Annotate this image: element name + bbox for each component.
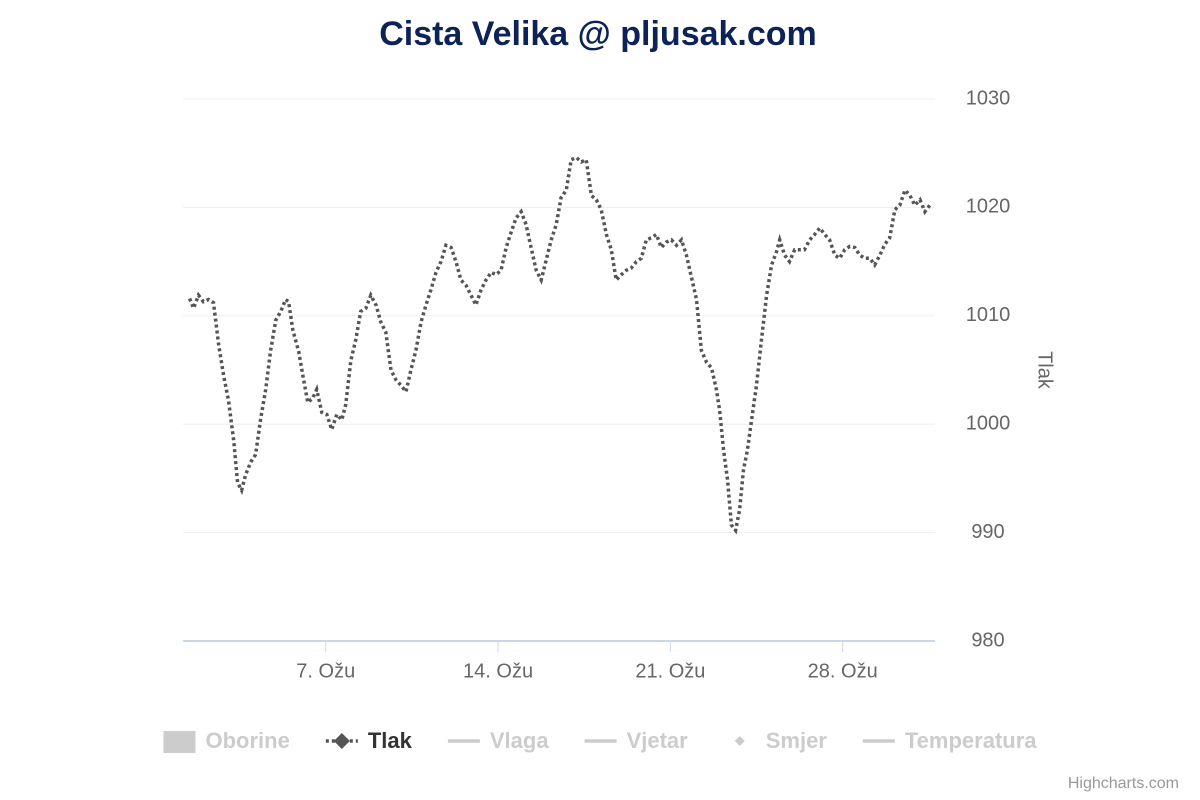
legend-label[interactable]: Oborine [205, 728, 289, 753]
credits[interactable]: Highcharts.com [1068, 775, 1179, 792]
y-tick-label: 1000 [966, 412, 1011, 434]
chart-title: Cista Velika @ pljusak.com [379, 15, 817, 53]
x-tick-label: 28. Ožu [808, 660, 878, 682]
y-tick-label: 1030 [966, 87, 1011, 109]
legend-label[interactable]: Tlak [368, 728, 413, 753]
x-tick-label: 14. Ožu [463, 660, 533, 682]
legend-label[interactable]: Vlaga [490, 728, 549, 753]
y-tick-label: 990 [971, 521, 1004, 543]
y-tick-label: 1020 [966, 196, 1011, 218]
legend-label[interactable]: Temperatura [905, 728, 1037, 753]
x-tick-label: 21. Ožu [635, 660, 705, 682]
y-tick-label: 980 [971, 629, 1004, 651]
legend-symbol[interactable] [163, 731, 196, 753]
y-axis-title: Tlak [1034, 351, 1056, 390]
y-tick-label: 1010 [966, 304, 1011, 326]
legend-symbol[interactable] [734, 736, 745, 746]
pressure-line [187, 155, 932, 535]
legend-symbol[interactable] [333, 733, 350, 749]
legend-label[interactable]: Smjer [766, 728, 828, 753]
legend-label[interactable]: Vjetar [627, 728, 689, 753]
x-tick-label: 7. Ožu [296, 660, 355, 682]
